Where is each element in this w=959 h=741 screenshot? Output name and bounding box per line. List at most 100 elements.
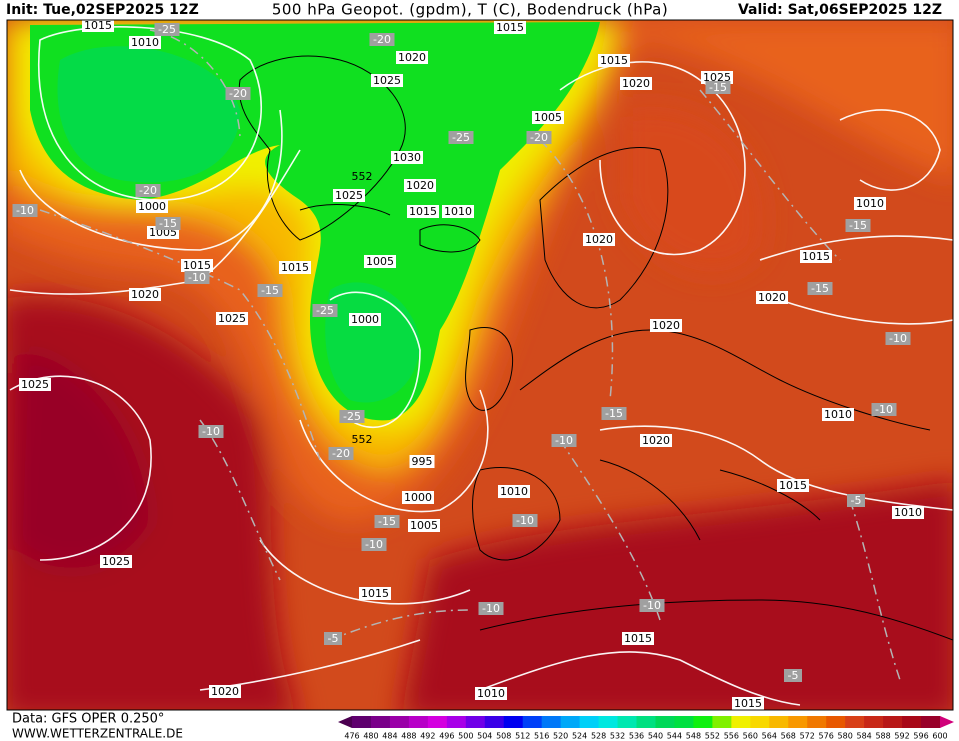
colorbar-label: 528 xyxy=(591,732,606,741)
isobar-label-box xyxy=(442,205,474,218)
colorbar-label: 572 xyxy=(800,732,815,741)
init-time: Init: Tue,02SEP2025 12Z xyxy=(6,2,199,18)
colorbar-box xyxy=(826,716,846,728)
colorbar-box xyxy=(446,716,467,728)
colorbar-box xyxy=(352,716,372,728)
colorbar-label: 508 xyxy=(496,732,511,741)
isobar-label: 1015 xyxy=(624,632,652,645)
colorbar-label: 500 xyxy=(458,732,473,741)
isobar-label-box xyxy=(475,687,507,700)
isobar-label: 1020 xyxy=(131,288,159,301)
isobar-label-box xyxy=(100,555,132,568)
colorbar-label: 536 xyxy=(629,732,644,741)
colorbar-label: 568 xyxy=(781,732,796,741)
colorbar-box xyxy=(503,716,524,728)
colorbar-box xyxy=(731,716,751,728)
colorbar-label: 576 xyxy=(819,732,834,741)
isobar-label: 1015 xyxy=(409,205,437,218)
temperature-label-box xyxy=(324,632,342,645)
isobar-label: 1005 xyxy=(410,519,438,532)
isobar-label-box xyxy=(216,312,248,325)
temperature-label-box xyxy=(601,407,627,420)
temperature-label-box xyxy=(705,81,731,94)
isobar-label-box xyxy=(640,434,672,447)
colorbar-label: 584 xyxy=(856,732,871,741)
colorbar-box xyxy=(465,716,486,728)
temperature-label: -10 xyxy=(643,599,661,612)
colorbar-box xyxy=(674,716,694,728)
temperature-label: -10 xyxy=(875,403,893,416)
isobar-label-box xyxy=(650,319,682,332)
temperature-label-box xyxy=(135,184,161,197)
isobar-label: 1000 xyxy=(404,491,432,504)
temperature-label: -20 xyxy=(373,33,391,46)
temperature-label-box xyxy=(155,217,181,230)
temperature-label-box xyxy=(374,515,400,528)
temperature-label-box xyxy=(339,410,365,423)
colorbar-label: 552 xyxy=(705,732,720,741)
temperature-label: -15 xyxy=(849,219,867,232)
colorbar-box xyxy=(655,716,675,728)
isobar-label-box xyxy=(407,205,439,218)
isobar-label: 1015 xyxy=(802,250,830,263)
temperature-label: -25 xyxy=(158,23,176,36)
isobar-label-box xyxy=(129,288,161,301)
colorbar-label: 520 xyxy=(553,732,568,741)
isobar-label: 1020 xyxy=(211,685,239,698)
isobar-label-box xyxy=(800,250,832,263)
isobar-label: 995 xyxy=(412,455,433,468)
isobar-label: 1020 xyxy=(398,51,426,64)
colorbar-label: 488 xyxy=(401,732,416,741)
isobar-label-box xyxy=(404,179,436,192)
colorbar-box xyxy=(522,716,543,728)
temperature-label: -15 xyxy=(378,515,396,528)
colorbar-label: 496 xyxy=(439,732,454,741)
isobar-label-box xyxy=(854,197,886,210)
isobar-label: 1025 xyxy=(335,189,363,202)
colorbar-box xyxy=(845,716,865,728)
colorbar-box xyxy=(902,716,922,728)
isobar-label-box xyxy=(333,189,365,202)
colorbar-label: 540 xyxy=(648,732,663,741)
temperature-label: -10 xyxy=(555,434,573,447)
isobar-label-box xyxy=(732,697,764,710)
isobar-label-box xyxy=(82,20,114,32)
temperature-label-box xyxy=(328,447,354,460)
isobar-label: 1000 xyxy=(351,313,379,326)
isobar-label: 1015 xyxy=(281,261,309,274)
isobar-label-box xyxy=(129,36,161,49)
temperature-label-box xyxy=(184,271,210,284)
colorbar-box xyxy=(788,716,808,728)
colorbar-box xyxy=(750,716,770,728)
colorbar-label: 592 xyxy=(894,732,909,741)
isobar-label-box xyxy=(777,479,809,492)
isobar-label-box xyxy=(756,291,788,304)
isobar-label: 1015 xyxy=(496,21,524,34)
isobar-label: 1015 xyxy=(734,697,762,710)
colorbar-label: 504 xyxy=(477,732,492,741)
isobar-label: 1025 xyxy=(218,312,246,325)
isobar-label: 1020 xyxy=(406,179,434,192)
temperature-label-box xyxy=(257,284,283,297)
colorbar-box xyxy=(769,716,789,728)
temperature-label-box xyxy=(871,403,897,416)
isobar-label: 1025 xyxy=(373,74,401,87)
isobar-label: 1010 xyxy=(500,485,528,498)
colorbar-label: 480 xyxy=(363,732,378,741)
colorbar-label: 560 xyxy=(743,732,758,741)
valid-time: Valid: Sat,06SEP2025 12Z xyxy=(738,2,942,18)
isobar-label-box xyxy=(498,485,530,498)
isobar-label-box xyxy=(622,632,654,645)
isobar-label-box xyxy=(532,111,564,124)
isobar-label: 1005 xyxy=(366,255,394,268)
colorbar-label: 564 xyxy=(762,732,777,741)
temperature-label-box xyxy=(225,87,251,100)
website: WWW.WETTERZENTRALE.DE xyxy=(12,727,183,741)
temperature-label-box xyxy=(448,131,474,144)
temperature-label: -5 xyxy=(328,632,339,645)
isobar-label: 1010 xyxy=(477,687,505,700)
isobar-label-box xyxy=(620,77,652,90)
temperature-label: -15 xyxy=(261,284,279,297)
temperature-label: -10 xyxy=(188,271,206,284)
